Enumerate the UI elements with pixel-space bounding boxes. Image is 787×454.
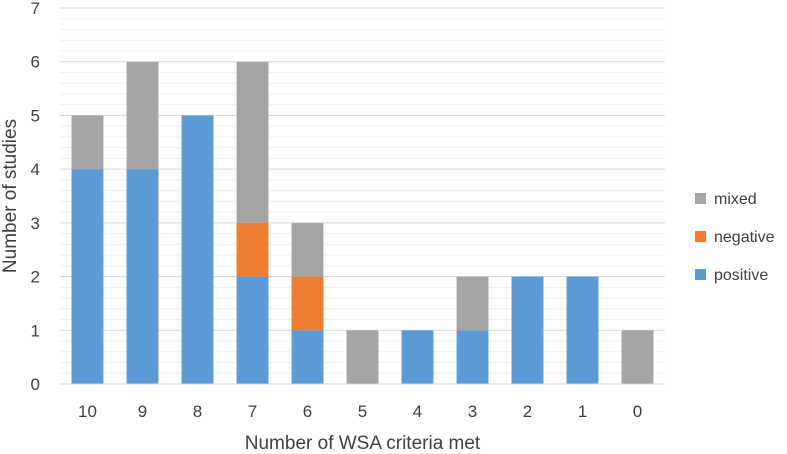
bar-segment-positive — [181, 115, 214, 384]
bar-segment-positive — [126, 169, 159, 384]
x-tick-label: 5 — [358, 402, 367, 421]
legend-swatch-negative — [695, 231, 706, 242]
bar-segment-mixed — [456, 276, 489, 331]
bar-segment-positive — [456, 330, 489, 384]
bar-segment-mixed — [346, 330, 379, 384]
legend-swatch-mixed — [695, 193, 706, 204]
bar-segment-positive — [401, 330, 434, 384]
y-tick-label: 1 — [31, 321, 40, 340]
y-tick-label: 2 — [31, 268, 40, 287]
y-tick-label: 4 — [31, 160, 40, 179]
bar-segment-mixed — [621, 330, 654, 384]
x-tick-label: 0 — [633, 402, 642, 421]
x-tick-label: 10 — [78, 402, 97, 421]
bar-segment-mixed — [126, 61, 159, 170]
bar-segment-positive — [236, 276, 269, 384]
bar-segment-positive — [566, 276, 599, 384]
x-tick-label: 2 — [523, 402, 532, 421]
bar-segment-negative — [291, 276, 324, 331]
bar-segment-negative — [236, 222, 269, 277]
y-tick-label: 0 — [31, 375, 40, 394]
bar-segment-positive — [71, 169, 104, 384]
y-axis-ticks: 0 1 2 3 4 5 6 7 — [31, 0, 40, 394]
gridlines — [60, 7, 665, 385]
legend: mixed negative positive — [695, 191, 775, 284]
y-tick-label: 5 — [31, 106, 40, 125]
x-tick-label: 4 — [413, 402, 422, 421]
x-tick-label: 3 — [468, 402, 477, 421]
x-tick-label: 9 — [138, 402, 147, 421]
bar-segment-positive — [511, 276, 544, 384]
legend-label-negative: negative — [714, 229, 775, 246]
legend-label-positive: positive — [714, 267, 768, 284]
y-tick-label: 3 — [31, 214, 40, 233]
x-tick-label: 8 — [193, 402, 202, 421]
bar-segment-mixed — [291, 222, 324, 277]
x-axis-title: Number of WSA criteria met — [245, 433, 481, 454]
x-tick-label: 7 — [248, 402, 257, 421]
bar-segment-positive — [291, 330, 324, 384]
x-tick-label: 6 — [303, 402, 312, 421]
legend-label-mixed: mixed — [714, 191, 757, 208]
y-axis-title: Number of studies — [0, 119, 21, 273]
bars — [71, 61, 654, 384]
y-tick-label: 7 — [31, 0, 40, 18]
x-tick-label: 1 — [578, 402, 587, 421]
legend-swatch-positive — [695, 269, 706, 280]
y-tick-label: 6 — [31, 53, 40, 72]
bar-segment-mixed — [236, 61, 269, 223]
x-axis-ticks: 10 9 8 7 6 5 4 3 2 1 0 — [78, 402, 642, 421]
bar-segment-mixed — [71, 115, 104, 170]
